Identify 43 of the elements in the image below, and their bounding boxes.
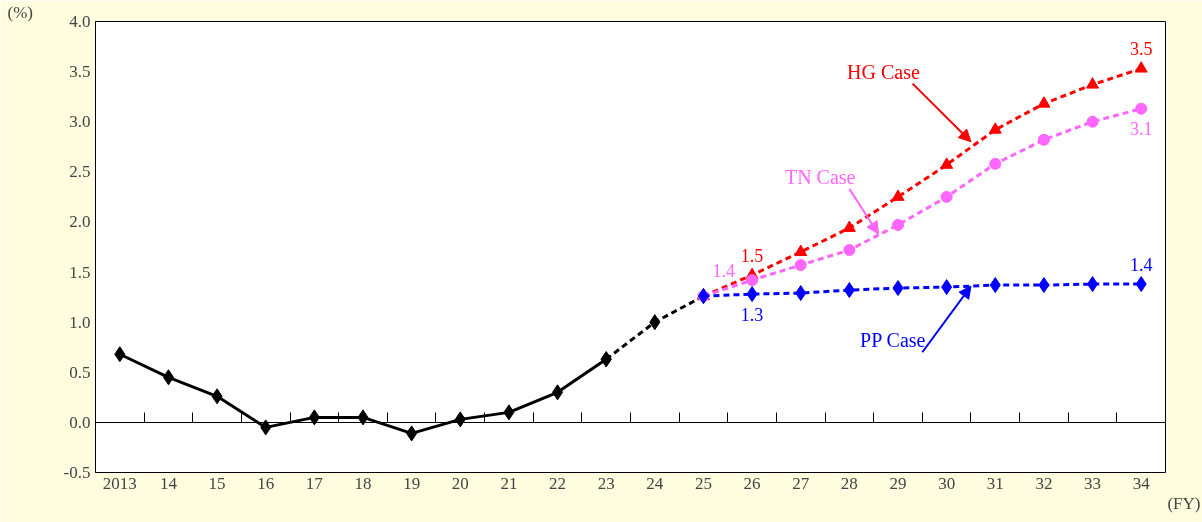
x-axis-title: (FY) — [1167, 493, 1201, 513]
data-label: 1.4 — [1129, 254, 1153, 275]
x-tick-label: 27 — [792, 473, 810, 493]
x-tick-label: 28 — [840, 473, 858, 493]
y-tick-label: 2.5 — [69, 162, 91, 182]
y-tick-label: 3.5 — [69, 62, 91, 82]
data-label: 3.5 — [1129, 39, 1153, 60]
y-tick-label: 2.0 — [69, 212, 91, 232]
data-label: 1.4 — [712, 260, 736, 281]
x-tick-label: 21 — [500, 473, 518, 493]
y-tick-label: 0.5 — [69, 362, 91, 382]
data-label: 1.5 — [740, 245, 764, 266]
x-tick-label: 24 — [646, 473, 664, 493]
y-tick-label: 4.0 — [69, 12, 91, 31]
x-tick-label: 31 — [986, 473, 1004, 493]
x-tick-label: 16 — [257, 473, 275, 493]
y-tick-label: 0.0 — [69, 412, 91, 432]
x-tick-label: 26 — [743, 473, 761, 493]
x-tick-label: 18 — [354, 473, 372, 493]
y-tick-label: 1.0 — [69, 312, 91, 332]
x-tick-label: 25 — [694, 473, 712, 493]
text: HG Case — [847, 60, 920, 83]
x-tick-label: 20 — [451, 473, 469, 493]
x-tick-label: 14 — [159, 473, 178, 493]
x-tick-label: 15 — [208, 473, 226, 493]
y-tick-label: 1.5 — [69, 262, 91, 282]
text: TN Case — [784, 165, 856, 188]
x-tick-label: 29 — [889, 473, 907, 493]
y-tick-label: -0.5 — [63, 463, 91, 482]
x-tick-label: 30 — [938, 473, 956, 493]
y-axis-title: (%) — [7, 2, 33, 22]
x-tick-label: 34 — [1132, 473, 1151, 493]
x-tick-label: 2013 — [102, 473, 137, 493]
data-label: 3.1 — [1129, 119, 1153, 140]
data-label: 1.3 — [740, 304, 764, 325]
x-tick-label: 33 — [1084, 473, 1102, 493]
x-tick-label: 32 — [1035, 473, 1053, 493]
series-label: PP Case — [860, 329, 926, 352]
x-tick-label: 23 — [597, 473, 615, 493]
x-tick-label: 17 — [305, 473, 324, 493]
x-tick-label: 19 — [403, 473, 421, 493]
y-tick-label: 3.0 — [69, 112, 91, 132]
x-tick-label: 22 — [549, 473, 567, 493]
